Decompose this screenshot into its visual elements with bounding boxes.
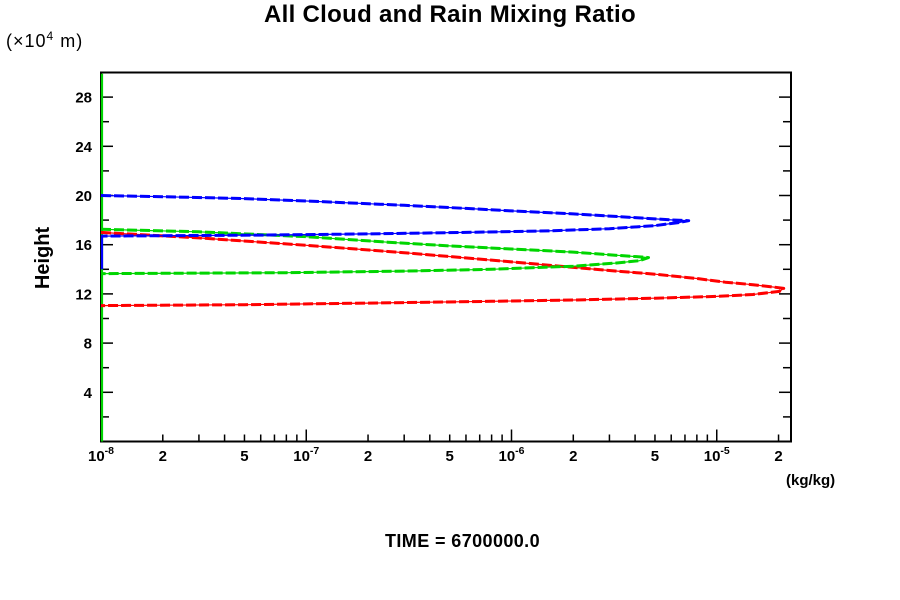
y-tick-label: 8 (84, 336, 92, 353)
y-axis-unit-label: (×104 m) (6, 29, 83, 52)
x-tick-label: 10-5 (704, 445, 730, 465)
y-tick-label: 12 (75, 286, 92, 303)
x-axis-unit-label: (kg/kg) (786, 472, 836, 489)
y-unit-prefix: (×10 (6, 31, 47, 51)
x-tick-label: 5 (446, 448, 454, 465)
x-tick-label: 2 (569, 448, 577, 465)
x-tick-label: 2 (364, 448, 372, 465)
x-tick-label: 10-7 (293, 445, 319, 465)
x-tick-label: 10-6 (498, 445, 524, 465)
curve-red-profile (100, 230, 786, 308)
y-tick-label: 24 (75, 139, 92, 156)
y-unit-suffix: m) (54, 31, 84, 51)
y-tick-label: 28 (75, 90, 92, 107)
y-tick-label: 16 (75, 237, 92, 254)
chart-title: All Cloud and Rain Mixing Ratio (264, 1, 636, 28)
y-tick-label: 4 (84, 385, 93, 402)
x-tick-label: 2 (159, 448, 167, 465)
x-tick-label: 2 (774, 448, 782, 465)
x-tick-label: 10-8 (88, 445, 114, 465)
time-annotation: TIME = 6700000.0 (385, 531, 540, 551)
y-unit-exponent: 4 (46, 29, 55, 43)
x-tick-label: 5 (240, 448, 248, 465)
curve-green-profile (100, 227, 650, 276)
x-tick-label: 5 (651, 448, 659, 465)
y-tick-label: 20 (75, 188, 92, 205)
curve-blue-profile (100, 194, 691, 238)
